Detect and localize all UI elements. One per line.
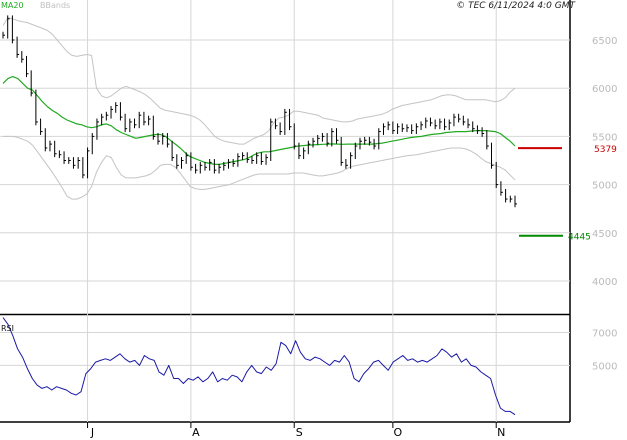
- price-tick-label: 4500: [592, 229, 617, 240]
- rsi-panel-title: RSI: [1, 324, 14, 333]
- bbands-upper-layer: [2, 17, 516, 145]
- rsi-tick-label: 5000: [592, 361, 617, 372]
- rsi-line: [2, 317, 516, 416]
- rsi-layer: [2, 317, 516, 416]
- price-tick-label: 5500: [592, 132, 617, 143]
- resistance-label: 5379: [594, 145, 617, 155]
- price-tick-label: 6500: [592, 36, 617, 47]
- price-y-axis: 6500 6000 5500 5000 4500 4000: [592, 36, 617, 288]
- rsi-grid: [0, 331, 570, 366]
- panel-frames: [0, 0, 571, 423]
- support-resistance-layer: 5379 4445: [518, 145, 617, 243]
- price-tick-label: 6000: [592, 84, 617, 95]
- ma20-line: [2, 75, 516, 165]
- rsi-y-axis: 7000 5000: [592, 328, 617, 372]
- price-tick-label: 5000: [592, 181, 617, 192]
- bbands-upper-line: [2, 17, 516, 145]
- header-copyright: © TEC 6/11/2024 4:0 GMT: [456, 1, 576, 11]
- price-grid: [0, 0, 570, 422]
- support-label: 4445: [568, 233, 591, 243]
- bbands-lower-line: [3, 135, 516, 200]
- x-tick-label: N: [497, 426, 505, 439]
- legend-ma20: MA20: [1, 1, 24, 10]
- x-tick-label: A: [192, 426, 200, 439]
- legend: MA20 BBands: [1, 1, 70, 10]
- x-tick-label: O: [394, 426, 403, 439]
- x-tick-label: S: [296, 426, 303, 439]
- ma20-layer: [2, 75, 516, 165]
- bbands-lower-layer: [3, 135, 516, 200]
- legend-bbands: BBands: [40, 1, 70, 10]
- rsi-tick-label: 7000: [592, 328, 617, 339]
- x-tick-label: J: [90, 426, 94, 439]
- price-bars-layer: [2, 15, 517, 208]
- price-tick-label: 4000: [592, 277, 617, 288]
